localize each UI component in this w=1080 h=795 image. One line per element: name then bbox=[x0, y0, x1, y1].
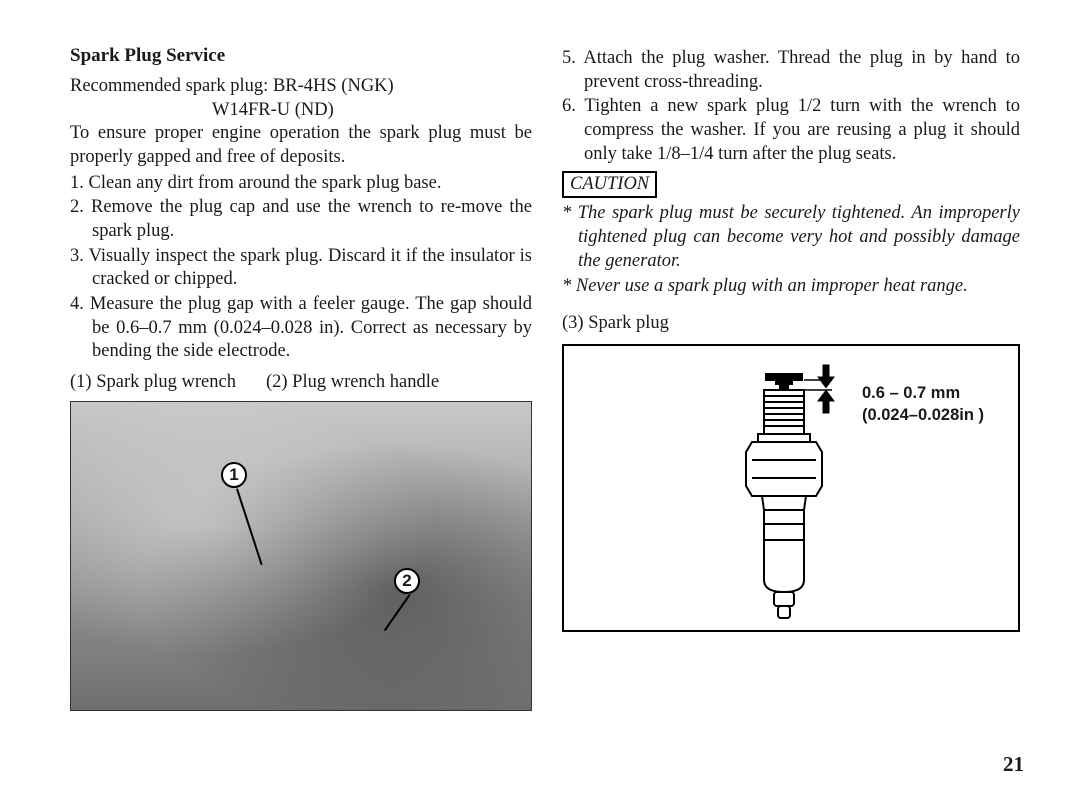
step-3: 3. Visually inspect the spark plug. Disc… bbox=[70, 245, 532, 292]
caution-list: * The spark plug must be securely tighte… bbox=[562, 202, 1020, 299]
recommended-plug-line1: Recommended spark plug: BR-4HS (NGK) bbox=[70, 75, 532, 99]
figure-labels-right: (3) Spark plug bbox=[562, 313, 1020, 334]
section-title: Spark Plug Service bbox=[70, 45, 532, 67]
step-2: 2. Remove the plug cap and use the wrenc… bbox=[70, 196, 532, 243]
caution-label: CAUTION bbox=[562, 171, 657, 198]
fig-label-2: (2) Plug wrench handle bbox=[266, 372, 439, 393]
gap-in: (0.024–0.028in ) bbox=[862, 404, 984, 426]
photo-spark-plug-service: 1 2 bbox=[70, 401, 532, 711]
recommended-plug-line2: W14FR-U (ND) bbox=[70, 99, 532, 123]
callout-2: 2 bbox=[394, 568, 420, 594]
figure-labels-left: (1) Spark plug wrench (2) Plug wrench ha… bbox=[70, 372, 532, 393]
intro-paragraph: To ensure proper engine operation the sp… bbox=[70, 122, 532, 169]
caution-2: * Never use a spark plug with an imprope… bbox=[562, 275, 1020, 299]
step-4: 4. Measure the plug gap with a feeler ga… bbox=[70, 293, 532, 364]
caution-1: * The spark plug must be securely tighte… bbox=[562, 202, 1020, 273]
fig-label-3: (3) Spark plug bbox=[562, 313, 669, 334]
spark-plug-icon bbox=[724, 364, 844, 624]
left-column: Spark Plug Service Recommended spark plu… bbox=[70, 45, 532, 711]
callout-1: 1 bbox=[221, 462, 247, 488]
page-number: 21 bbox=[1003, 752, 1024, 777]
right-column: 5. Attach the plug washer. Thread the pl… bbox=[562, 45, 1020, 711]
step-1: 1. Clean any dirt from around the spark … bbox=[70, 172, 532, 196]
gap-spec: 0.6 – 0.7 mm (0.024–0.028in ) bbox=[862, 382, 984, 427]
fig-label-1: (1) Spark plug wrench bbox=[70, 372, 236, 393]
spark-plug-diagram: 0.6 – 0.7 mm (0.024–0.028in ) bbox=[562, 344, 1020, 632]
gap-mm: 0.6 – 0.7 mm bbox=[862, 382, 984, 404]
steps-left: 1. Clean any dirt from around the spark … bbox=[70, 172, 532, 364]
step-6: 6. Tighten a new spark plug 1/2 turn wit… bbox=[562, 95, 1020, 166]
step-5: 5. Attach the plug washer. Thread the pl… bbox=[562, 47, 1020, 94]
steps-right: 5. Attach the plug washer. Thread the pl… bbox=[562, 47, 1020, 166]
